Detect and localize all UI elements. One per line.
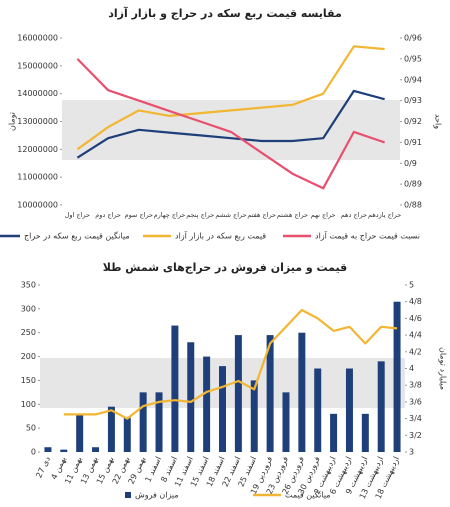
bar <box>393 301 401 452</box>
y2-tick-label: 0/91 <box>404 138 422 147</box>
x-tick-label: حراج دوم <box>95 211 121 219</box>
y2-tick-label: 0/9 <box>404 159 417 168</box>
bar <box>187 342 195 452</box>
bar <box>76 413 84 452</box>
y2-tick-label: 0/89 <box>404 180 422 189</box>
x-tick-label: حراج ششم <box>215 211 246 219</box>
line <box>76 45 385 151</box>
y-axis-label: تومان <box>8 112 17 131</box>
bar <box>330 413 338 452</box>
y2-axis-label: واحد <box>434 114 443 129</box>
y2-tick-label: 3/6 <box>409 397 422 406</box>
y-tick-label: 200 <box>21 352 36 361</box>
y2-tick-label: 0/93 <box>404 96 422 105</box>
x-tick-label: حراج چهارم <box>154 211 186 219</box>
y-tick-label: 10000000 <box>17 201 58 210</box>
line <box>63 308 398 420</box>
y2-tick-label: 5 <box>409 281 414 290</box>
y2-tick-label: 4/4 <box>409 331 422 340</box>
bar <box>44 447 52 452</box>
y2-tick-label: 3 <box>409 448 414 457</box>
y2-tick-label: 4/6 <box>409 314 422 323</box>
y2-tick-label: 4/2 <box>409 347 422 356</box>
bar <box>60 449 68 452</box>
x-tick-label: حراج دهم <box>341 211 367 219</box>
y-tick-label: 350 <box>21 281 36 290</box>
y-tick-label: 14000000 <box>17 89 58 98</box>
legend-label: قیمت ربع سکه در بازار آزاد <box>175 231 266 241</box>
y-tick-label: 300 <box>21 304 36 313</box>
x-tick-label: حراج پنجم <box>186 211 214 219</box>
legend-label: میانگین قیمت <box>285 490 331 500</box>
y-tick-label: 250 <box>21 328 36 337</box>
y2-tick-label: 4/8 <box>409 297 422 306</box>
y2-tick-label: 3/2 <box>409 431 422 440</box>
y-tick-label: 13000000 <box>17 117 58 126</box>
bar <box>219 366 226 452</box>
x-tick-label: حراج سوم <box>125 211 154 219</box>
x-tick-label: حراج نهم <box>311 211 336 219</box>
bar <box>203 356 211 452</box>
bar <box>250 380 258 452</box>
x-tick-label: حراج یازدهم <box>368 211 401 219</box>
legend-label: میزان فروش <box>135 491 179 500</box>
bar <box>298 332 306 452</box>
bar <box>314 368 322 452</box>
y2-tick-label: 3/8 <box>409 381 422 390</box>
y-tick-label: 100 <box>21 400 36 409</box>
line <box>76 89 385 159</box>
bar <box>139 392 147 452</box>
y2-tick-label: 0/96 <box>404 34 422 43</box>
x-tick-label: حراج اول <box>65 211 90 219</box>
watermark-band <box>62 100 400 160</box>
bar <box>345 368 353 452</box>
line <box>76 58 385 190</box>
y2-tick-label: 0/94 <box>404 75 422 84</box>
x-tick-label: حراج هشتم <box>277 211 308 219</box>
legend-swatch <box>125 492 131 498</box>
y2-tick-label: 4 <box>409 364 414 373</box>
y-tick-label: 11000000 <box>17 173 58 182</box>
bar <box>377 361 385 452</box>
bar <box>361 413 369 452</box>
y-tick-label: 0 <box>31 448 36 457</box>
y-tick-label: 12000000 <box>17 145 58 154</box>
bar <box>234 335 242 452</box>
y-tick-label: 50 <box>26 424 36 433</box>
bar <box>123 417 131 452</box>
y2-tick-label: 0/95 <box>404 54 422 63</box>
y2-tick-label: 0/88 <box>404 201 422 210</box>
chart-title: قیمت و میزان فروش در حراج‌های شمش طلا <box>103 261 347 275</box>
bar <box>282 392 290 452</box>
chart-title: مقایسه قیمت ربع سکه در حراج و بازار آزاد <box>108 6 342 21</box>
bar <box>107 406 115 452</box>
bar <box>171 325 179 452</box>
y-tick-label: 16000000 <box>17 34 58 43</box>
y-tick-label: 15000000 <box>17 61 58 70</box>
legend-label: میانگین قیمت ربع سکه در حراج <box>24 231 130 241</box>
y-tick-label: 150 <box>21 376 36 385</box>
y2-axis-label: میلیارد تومان <box>439 347 448 390</box>
bar <box>266 335 274 452</box>
x-tick-label: حراج هفتم <box>247 211 276 219</box>
y2-tick-label: 0/92 <box>404 117 422 126</box>
y2-tick-label: 3/4 <box>409 414 422 423</box>
bar <box>155 392 163 452</box>
bar <box>92 447 100 452</box>
legend-label: نسبت قیمت حراج به قیمت آزاد <box>315 231 420 241</box>
